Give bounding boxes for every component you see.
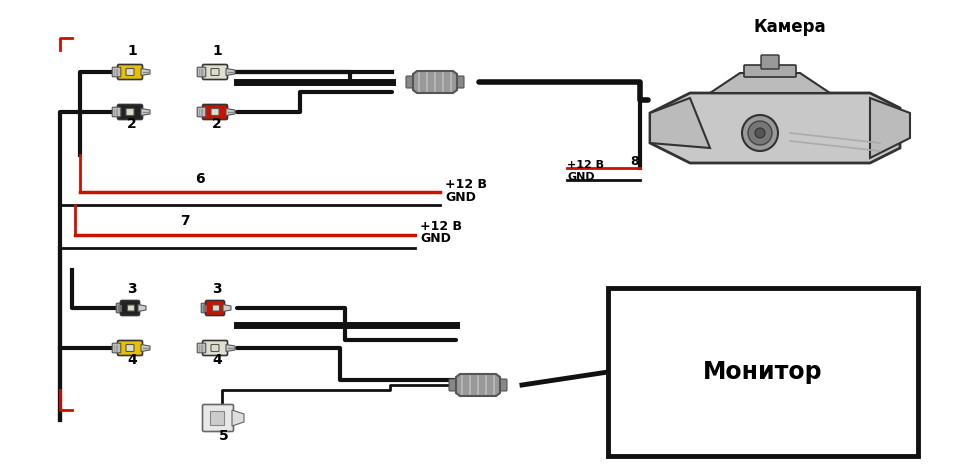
Text: 1: 1 [212, 44, 222, 58]
FancyBboxPatch shape [205, 301, 225, 315]
Text: Монитор: Монитор [703, 360, 823, 384]
Bar [210, 411, 224, 425]
Polygon shape [138, 304, 146, 312]
Polygon shape [141, 345, 150, 352]
FancyBboxPatch shape [126, 68, 134, 76]
Text: +12 В: +12 В [567, 160, 604, 170]
FancyBboxPatch shape [112, 67, 121, 77]
Text: GND: GND [420, 232, 451, 245]
Text: +12 В: +12 В [445, 178, 487, 191]
Circle shape [748, 121, 772, 145]
Text: 1: 1 [127, 44, 137, 58]
Polygon shape [141, 68, 150, 76]
Text: +12 В: +12 В [420, 220, 462, 233]
FancyBboxPatch shape [744, 65, 796, 77]
Polygon shape [650, 93, 900, 163]
FancyBboxPatch shape [761, 55, 779, 69]
Text: 8: 8 [630, 155, 638, 168]
FancyBboxPatch shape [197, 67, 205, 77]
FancyBboxPatch shape [211, 345, 219, 352]
FancyBboxPatch shape [126, 345, 134, 352]
Text: 4: 4 [127, 353, 137, 367]
Bar [608, 288, 918, 456]
Text: 2: 2 [212, 117, 222, 131]
FancyBboxPatch shape [212, 305, 220, 311]
Polygon shape [226, 68, 235, 76]
Text: Камера: Камера [754, 18, 827, 36]
Polygon shape [141, 109, 150, 116]
Polygon shape [710, 73, 830, 93]
FancyBboxPatch shape [117, 65, 142, 79]
Polygon shape [226, 345, 235, 352]
Polygon shape [456, 374, 500, 396]
Circle shape [742, 115, 778, 151]
FancyBboxPatch shape [203, 340, 228, 355]
FancyBboxPatch shape [197, 107, 205, 117]
Polygon shape [650, 98, 710, 148]
Text: 2: 2 [127, 117, 137, 131]
Text: 3: 3 [212, 282, 222, 296]
FancyBboxPatch shape [121, 301, 139, 315]
FancyBboxPatch shape [128, 305, 134, 311]
FancyBboxPatch shape [203, 65, 228, 79]
Text: 6: 6 [195, 172, 204, 186]
FancyBboxPatch shape [406, 76, 415, 88]
Polygon shape [870, 98, 910, 158]
Text: GND: GND [567, 172, 594, 182]
FancyBboxPatch shape [116, 303, 124, 313]
FancyBboxPatch shape [117, 104, 142, 119]
Text: 3: 3 [127, 282, 137, 296]
FancyBboxPatch shape [449, 379, 458, 391]
Text: 5: 5 [219, 429, 228, 443]
FancyBboxPatch shape [203, 104, 228, 119]
FancyBboxPatch shape [112, 107, 121, 117]
FancyBboxPatch shape [211, 68, 219, 76]
FancyBboxPatch shape [126, 109, 134, 116]
FancyBboxPatch shape [455, 76, 464, 88]
FancyBboxPatch shape [498, 379, 507, 391]
FancyBboxPatch shape [211, 109, 219, 116]
Circle shape [755, 128, 765, 138]
Polygon shape [226, 109, 235, 116]
FancyBboxPatch shape [112, 343, 121, 353]
FancyBboxPatch shape [202, 303, 208, 313]
FancyBboxPatch shape [203, 405, 233, 431]
Text: GND: GND [445, 191, 476, 204]
Polygon shape [232, 410, 244, 426]
Polygon shape [413, 71, 457, 93]
FancyBboxPatch shape [117, 340, 142, 355]
Text: 4: 4 [212, 353, 222, 367]
FancyBboxPatch shape [197, 343, 205, 353]
Polygon shape [223, 304, 231, 312]
Text: 7: 7 [180, 214, 190, 228]
